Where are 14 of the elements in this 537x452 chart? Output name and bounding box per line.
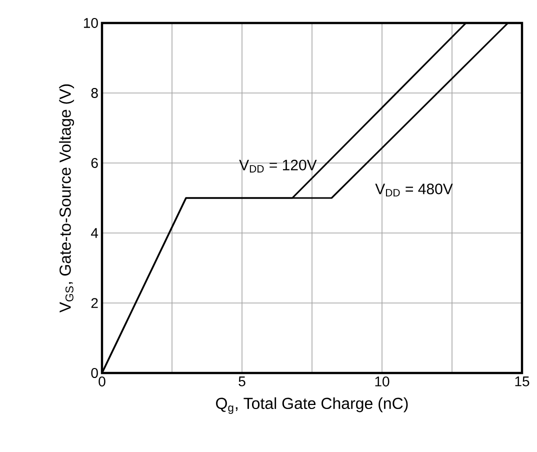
y-tick-label: 2 [91,298,98,308]
y-axis-title: V$_{GS}$, Gate-to-Source Voltage (V) [59,84,74,313]
x-axis-title: Q$_{g}$, Total Gate Charge (nC) [216,397,408,414]
y-tick-label: 10 [84,18,98,28]
y-tick-label: 4 [90,228,98,238]
y-tick-label: 0 [91,368,98,378]
y-tick-label: 6 [91,158,98,168]
x-tick-label: 15 [515,376,530,386]
series-label: V$_{DD}$ = 120V [239,160,317,172]
x-tick-label: 0 [98,376,106,386]
x-tick-label: 5 [238,376,246,386]
series-label: V$_{DD}$ = 480V [375,184,453,196]
x-tick-label: 10 [375,376,390,386]
y-tick-label: 8 [91,88,98,98]
